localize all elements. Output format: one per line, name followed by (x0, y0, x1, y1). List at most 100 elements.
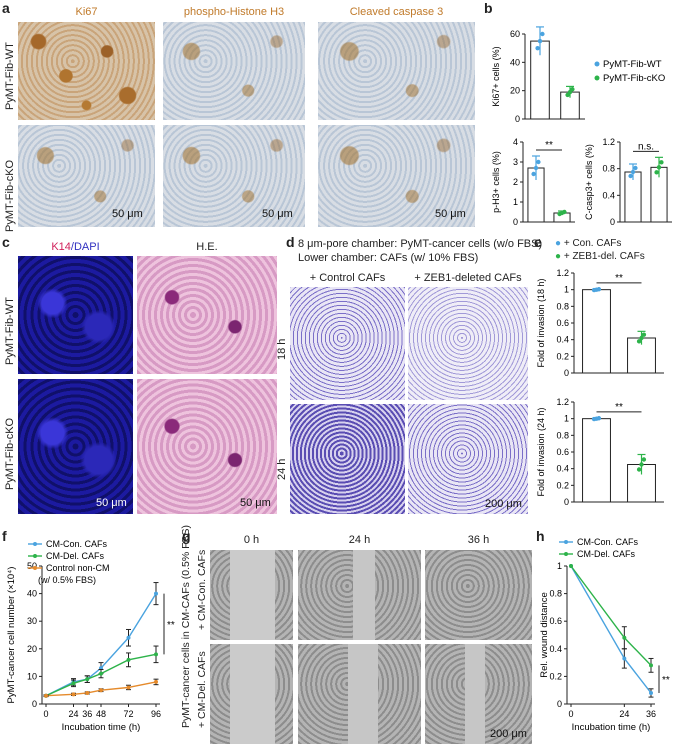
series-line (45, 681, 157, 697)
y-tick-label: 4 (513, 137, 518, 147)
y-tick-label: 0 (513, 217, 518, 227)
x-tick-label: 24 (619, 709, 629, 719)
y-axis-label: p-H3+ cells (%) (491, 151, 501, 213)
ihc-image-ki67-cko (18, 125, 155, 227)
legend-label: PyMT-Fib-WT (603, 59, 662, 70)
y-tick-label: 0 (610, 217, 615, 227)
series-line (45, 593, 157, 697)
panel-d-desc1: 8 μm-pore chamber: PyMT-cancer cells (w/… (298, 238, 543, 250)
legend-label: CM-Con. CAFs (46, 539, 108, 549)
ihc-image-cc3-wt (318, 22, 475, 120)
panel-e-label: e (534, 234, 542, 250)
data-point (636, 339, 642, 344)
data-point (44, 693, 48, 698)
legend-marker (33, 566, 37, 570)
data-point (570, 87, 575, 92)
significance-label: n.s. (638, 141, 654, 152)
fluor-image-wt (18, 256, 133, 374)
series-line (570, 565, 652, 666)
data-point (126, 685, 131, 690)
legend-marker (33, 554, 37, 558)
x-tick-label: 96 (151, 709, 161, 719)
legend-marker (594, 75, 600, 81)
scale-label-c1: 50 μm (96, 497, 127, 509)
data-point (596, 287, 602, 292)
y-tick-label: 0.2 (549, 671, 562, 681)
legend-marker (33, 542, 37, 546)
legend-label: PyMT-Fib-cKO (603, 73, 665, 84)
panel-a-label: a (2, 0, 10, 16)
y-tick-label: 40 (27, 589, 37, 599)
wound-image-con-36h (425, 550, 532, 640)
he-image-cko (137, 379, 277, 514)
significance-label: ** (167, 620, 175, 631)
y-axis-label: Rel. wound distance (539, 592, 550, 678)
data-point (569, 564, 573, 568)
transwell-image-24h-con (290, 404, 405, 514)
data-point (596, 416, 602, 421)
x-axis-label: Incubation time (h) (572, 722, 651, 733)
y-tick-label: 0.4 (556, 464, 569, 474)
x-tick-label: 0 (43, 709, 48, 719)
y-tick-label: 0 (557, 699, 562, 709)
col-label-24h: 24 h (348, 534, 371, 546)
y-tick-label: 0 (564, 497, 569, 507)
scale-label-a3: 50 μm (435, 208, 466, 220)
y-tick-label: 0.2 (556, 480, 569, 490)
chart-e-18h: 0 0.2 0.4 0.6 0.8 1 1.2 Fold of invasion (18 h)… (536, 268, 664, 378)
row-label-18h: 18 h (276, 338, 288, 360)
data-point (154, 679, 158, 684)
y-tick-label: 20 (510, 86, 520, 96)
y-axis-label: Ki67+ cells (%) (491, 46, 501, 106)
col-label-0h: 0 h (243, 534, 260, 546)
panel-d-label: d (286, 234, 295, 250)
legend-e-con-text: + Con. CAFs (563, 238, 622, 249)
scale-label-c2: 50 μm (240, 497, 271, 509)
ihc-image-ph3-wt (163, 22, 305, 120)
data-point (641, 332, 647, 337)
col-label-ki67: Ki67 (75, 6, 98, 18)
data-point (71, 681, 76, 686)
data-point (540, 31, 545, 37)
fluor-image-cko (18, 379, 133, 514)
col-label-ph3: phospho-Histone H3 (183, 6, 285, 18)
panel-b-label: b (484, 0, 493, 16)
x-tick-label: 0 (568, 709, 573, 719)
ihc-image-cc3-cko (318, 125, 475, 227)
y-tick-label: 0 (32, 699, 37, 709)
wound-image-del-36h (425, 644, 532, 744)
data-point (562, 209, 567, 215)
y-tick-label: 0.4 (602, 190, 615, 200)
row-label-c-wt: PyMT-Fib-WT (4, 297, 16, 365)
chart-f-cell-number: 0 10 20 30 40 50 0 24 36 48 72 96 Incubation time (h… (6, 539, 175, 733)
y-tick-label: 0.8 (602, 164, 615, 174)
g-side-label: PyMT-cancer cells in CM-CAFs (0.5% FBS) (180, 524, 192, 728)
dapi-text: /DAPI (70, 241, 100, 253)
y-axis-label: C-casp3+ cells (%) (584, 144, 594, 220)
legend-e-del-text: + ZEB1-del. CAFs (563, 251, 645, 262)
panel-f-label: f (2, 528, 7, 544)
wound-image-del-24h (298, 644, 421, 744)
series-line (45, 653, 157, 697)
data-point (622, 656, 627, 661)
data-point (649, 663, 653, 668)
y-tick-label: 0.8 (556, 430, 569, 440)
data-point (659, 160, 664, 165)
transwell-image-24h-del (408, 404, 528, 514)
data-point (126, 635, 131, 640)
data-point (636, 467, 642, 472)
y-tick-label: 60 (510, 29, 520, 39)
transwell-image-18h-con (290, 287, 405, 400)
chart-h-wound: 0 0.2 0.4 0.6 0.8 1 0 24 36 Incubation time (h) Re… (539, 537, 670, 733)
data-point (533, 165, 539, 171)
k14-text: K14 (51, 241, 71, 253)
data-point (630, 169, 636, 175)
data-point (622, 635, 627, 640)
panel-g-label: g (182, 528, 191, 544)
col-label-cc3: Cleaved caspase 3 (349, 6, 444, 18)
y-tick-label: 0.2 (556, 351, 569, 361)
ihc-image-ph3-cko (163, 125, 305, 227)
y-tick-label: 50 (27, 561, 37, 571)
x-tick-label: 24 (68, 709, 78, 719)
